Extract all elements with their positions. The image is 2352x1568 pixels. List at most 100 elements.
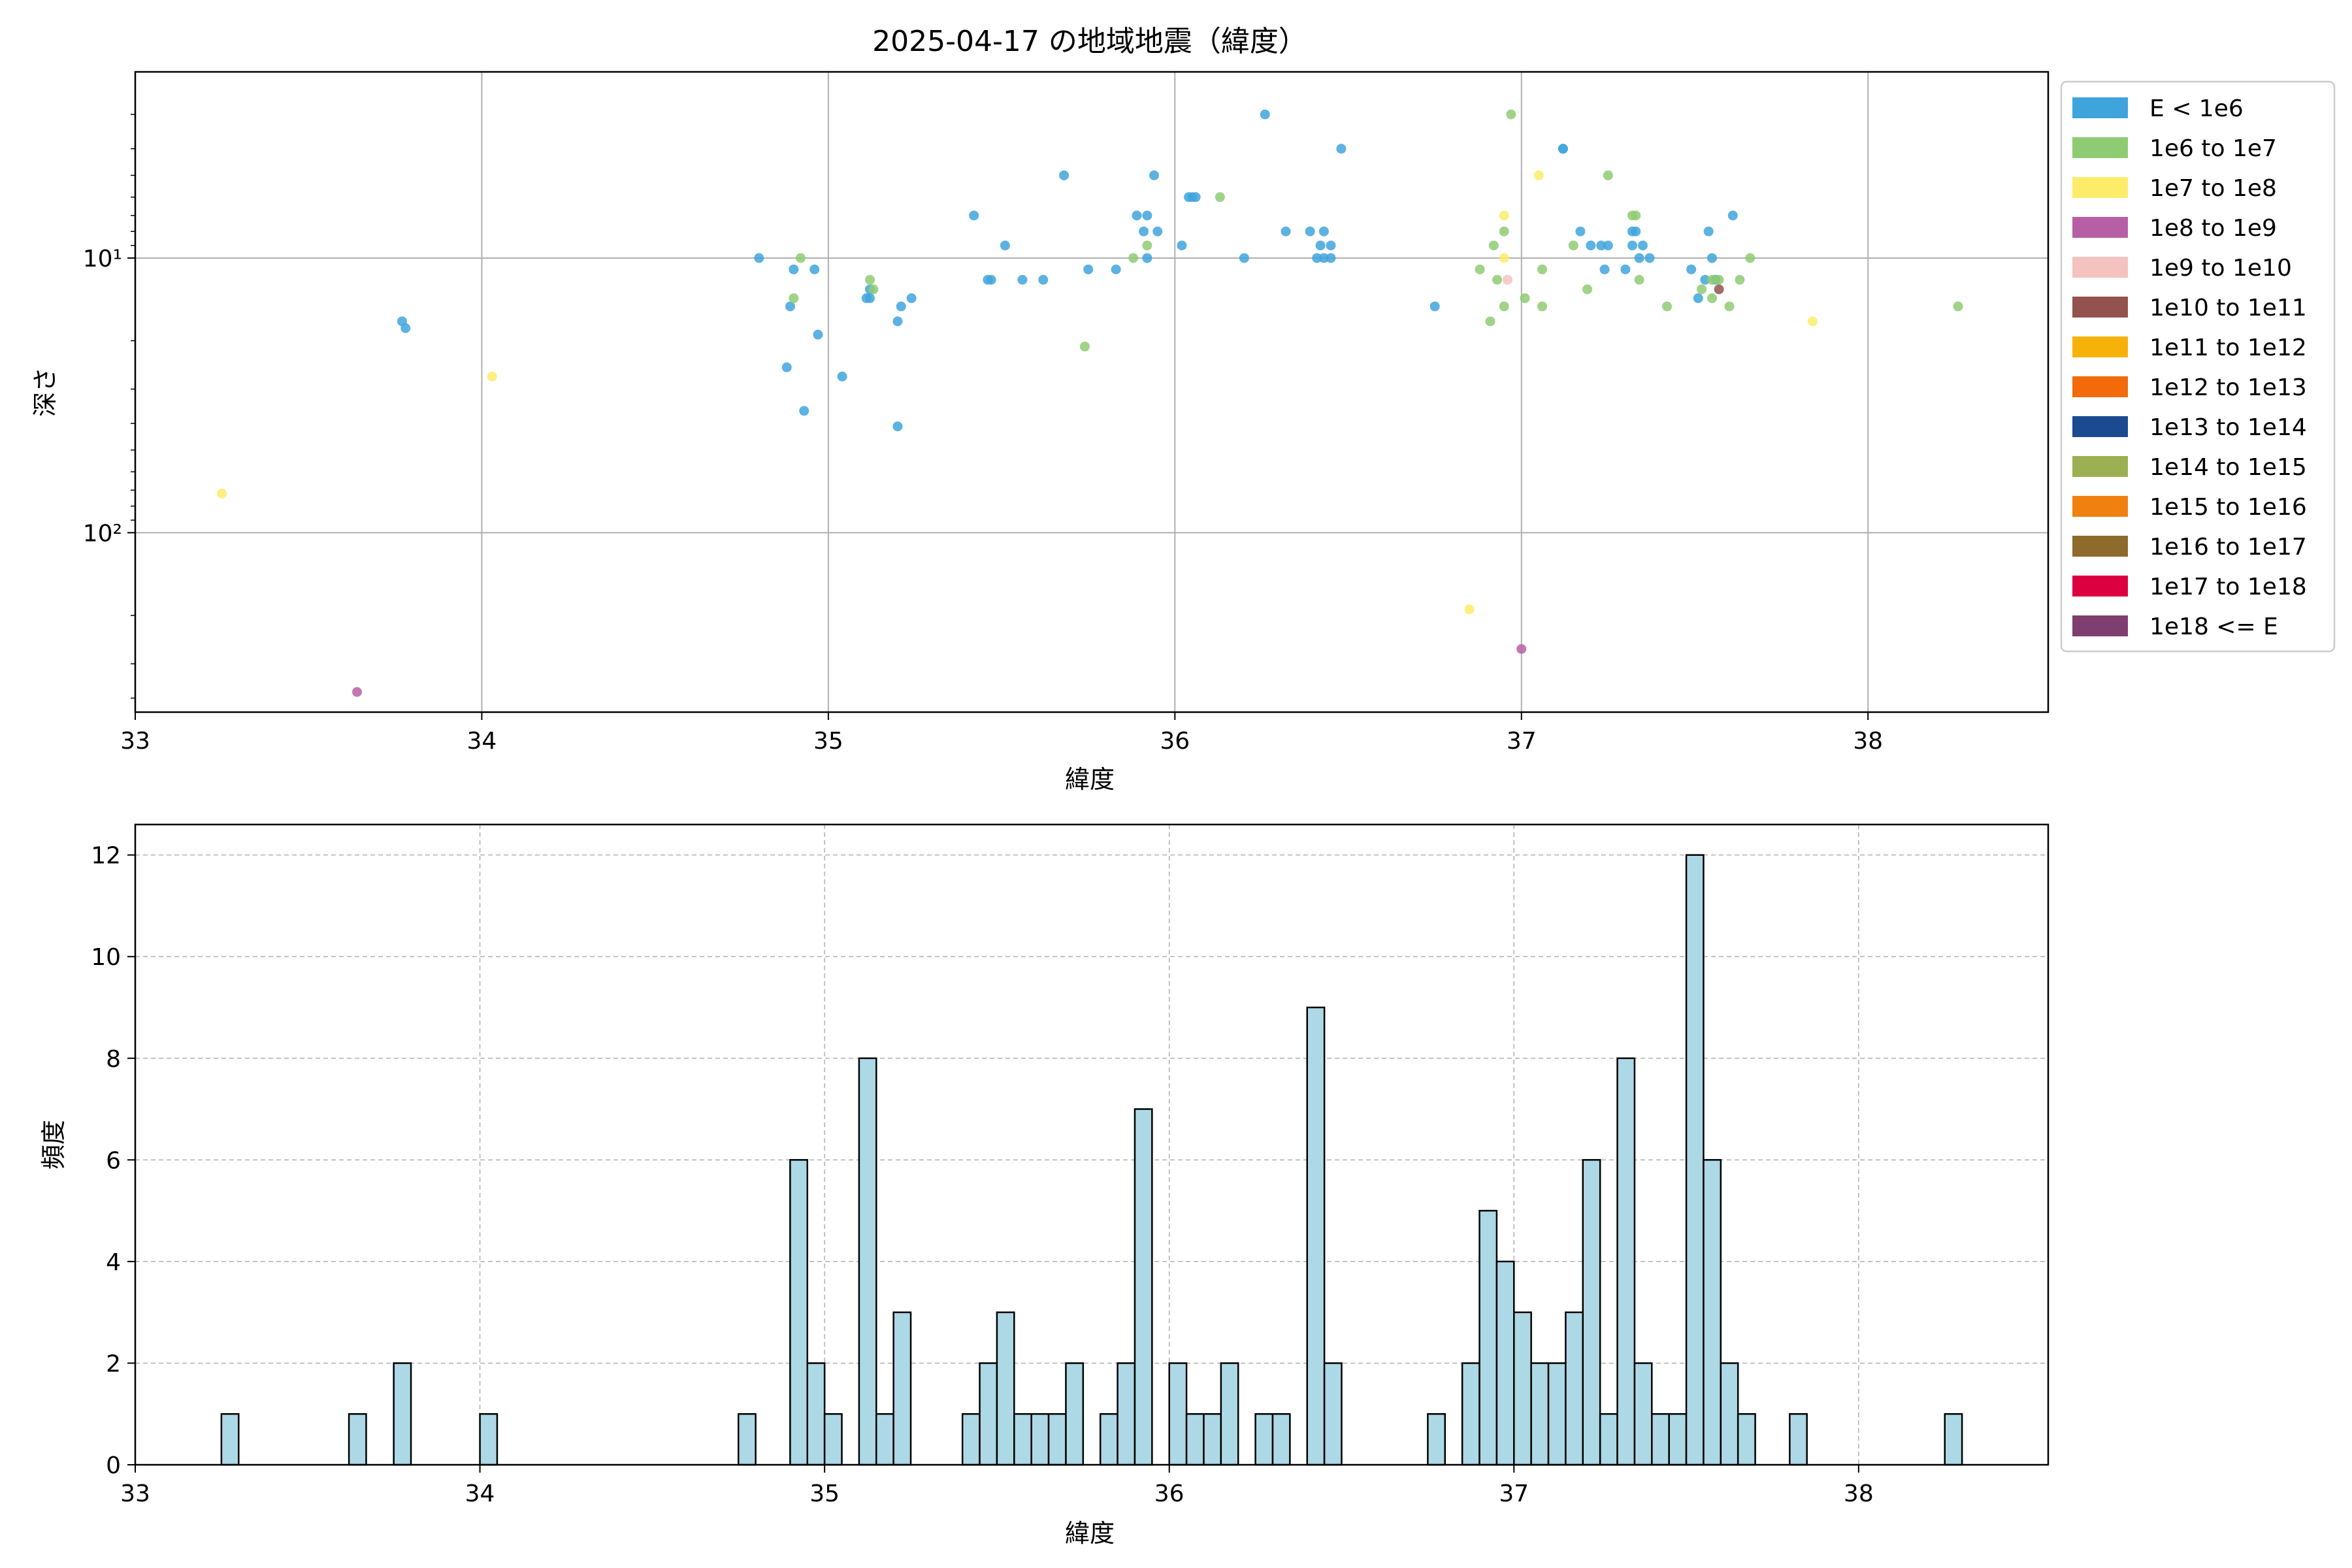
scatter-ticks: 33 34 35 36 37 38 10¹ 10² [83, 114, 1883, 755]
scatter-point [1017, 274, 1028, 285]
legend-swatch [2072, 456, 2128, 477]
scatter-point [1499, 253, 1509, 263]
histogram-x-tick-label: 34 [465, 1480, 495, 1507]
scatter-point [1582, 284, 1593, 295]
histogram-bar [1168, 1362, 1188, 1466]
histogram-bar [1633, 1362, 1653, 1466]
scatter-point [1707, 293, 1717, 303]
legend-label: 1e9 to 1e10 [2149, 255, 2292, 282]
scatter-point [1627, 240, 1637, 251]
legend-swatch [2072, 97, 2128, 118]
histogram-x-axis-label: 緯度 [1065, 1519, 1115, 1548]
scatter-point [1475, 264, 1485, 274]
histogram-bar [1065, 1362, 1085, 1466]
scatter-x-axis-label: 緯度 [1065, 765, 1115, 794]
histogram-y-tick-label: 8 [106, 1046, 121, 1073]
histogram-y-tick-label: 12 [91, 843, 121, 870]
legend-swatch [2072, 297, 2128, 318]
scatter-point [1686, 264, 1697, 274]
histogram-bar [1220, 1362, 1239, 1466]
scatter-point [1634, 274, 1644, 285]
scatter-axes-frame [134, 71, 2050, 713]
scatter-point [1634, 253, 1644, 263]
scatter-x-tick-label: 35 [813, 728, 843, 755]
histogram-y-axis-label: 頻度 [39, 1120, 68, 1169]
histogram-bar [1720, 1362, 1739, 1466]
legend-label: 1e7 to 1e8 [2149, 175, 2277, 202]
scatter-point [1260, 109, 1270, 120]
histogram-x-tick-label: 38 [1844, 1480, 1874, 1507]
histogram-bar [1306, 1006, 1326, 1466]
scatter-point [1139, 226, 1149, 237]
scatter-point [1506, 109, 1516, 120]
histogram-bar [806, 1362, 826, 1466]
scatter-x-tick-label: 37 [1507, 728, 1537, 755]
histogram-bar [1582, 1159, 1601, 1466]
histogram-bar [996, 1311, 1015, 1466]
histogram-bar [1547, 1362, 1567, 1466]
histogram-x-tick-label: 35 [809, 1480, 840, 1507]
scatter-point [1305, 226, 1315, 237]
scatter-y-tick-label: 10² [83, 520, 122, 547]
scatter-point [1499, 301, 1509, 312]
scatter-point [1520, 293, 1530, 303]
scatter-point [1599, 264, 1610, 274]
scatter-point [487, 371, 497, 382]
scatter-point [1662, 301, 1673, 312]
scatter-points [217, 109, 1963, 697]
histogram-bar [1565, 1311, 1584, 1466]
scatter-point [1326, 240, 1336, 251]
histogram-bars [220, 854, 1963, 1466]
scatter-point [785, 301, 796, 312]
scatter-point [1637, 240, 1648, 251]
scatter-point [1429, 301, 1440, 312]
scatter-point [868, 284, 879, 295]
legend-label: 1e10 to 1e11 [2149, 295, 2307, 321]
scatter-point [789, 293, 799, 303]
histogram-bar [220, 1413, 240, 1466]
histogram-bar [892, 1311, 912, 1466]
histogram-bar [1254, 1413, 1274, 1466]
scatter-point [351, 687, 362, 697]
histogram-bar [1599, 1413, 1618, 1466]
scatter-point [1326, 253, 1336, 263]
scatter-point [1807, 316, 1818, 327]
scatter-point [1315, 240, 1326, 251]
scatter-point [1603, 170, 1613, 180]
legend-label: 1e8 to 1e9 [2149, 215, 2277, 242]
histogram-bar [1461, 1362, 1480, 1466]
scatter-point [1142, 210, 1152, 221]
scatter-point [1464, 604, 1475, 615]
scatter-point [789, 264, 799, 274]
scatter-point [1190, 192, 1201, 203]
legend-swatch [2072, 257, 2128, 278]
histogram-bar [1117, 1362, 1136, 1466]
histogram-bar [1271, 1413, 1291, 1466]
scatter-y-tick-label: 10¹ [83, 246, 122, 272]
scatter-point [1132, 210, 1142, 221]
scatter-y-axis-label: 深さ [31, 367, 59, 417]
histogram-axes-frame [134, 823, 2050, 1466]
scatter-point [1575, 226, 1586, 237]
histogram-bar [479, 1413, 498, 1466]
scatter-point [1499, 210, 1509, 221]
legend-label: 1e15 to 1e16 [2149, 494, 2307, 521]
scatter-x-tick-label: 34 [467, 728, 497, 755]
scatter-point [1707, 253, 1717, 263]
scatter-point [1492, 274, 1503, 285]
legend-swatch [2072, 336, 2128, 357]
scatter-point [1603, 240, 1613, 251]
scatter-point [1128, 253, 1139, 263]
histogram-y-tick-label: 6 [106, 1147, 121, 1174]
legend-label: 1e6 to 1e7 [2149, 135, 2277, 162]
scatter-point [1059, 170, 1070, 180]
scatter-point [896, 301, 906, 312]
legend-swatch [2072, 217, 2128, 238]
scatter-point [1693, 293, 1703, 303]
histogram-y-tick-label: 0 [106, 1452, 121, 1479]
scatter-point [1631, 210, 1641, 221]
histogram-y-tick-label: 10 [91, 944, 121, 971]
histogram-bar [1737, 1413, 1756, 1466]
scatter-point [809, 264, 820, 274]
